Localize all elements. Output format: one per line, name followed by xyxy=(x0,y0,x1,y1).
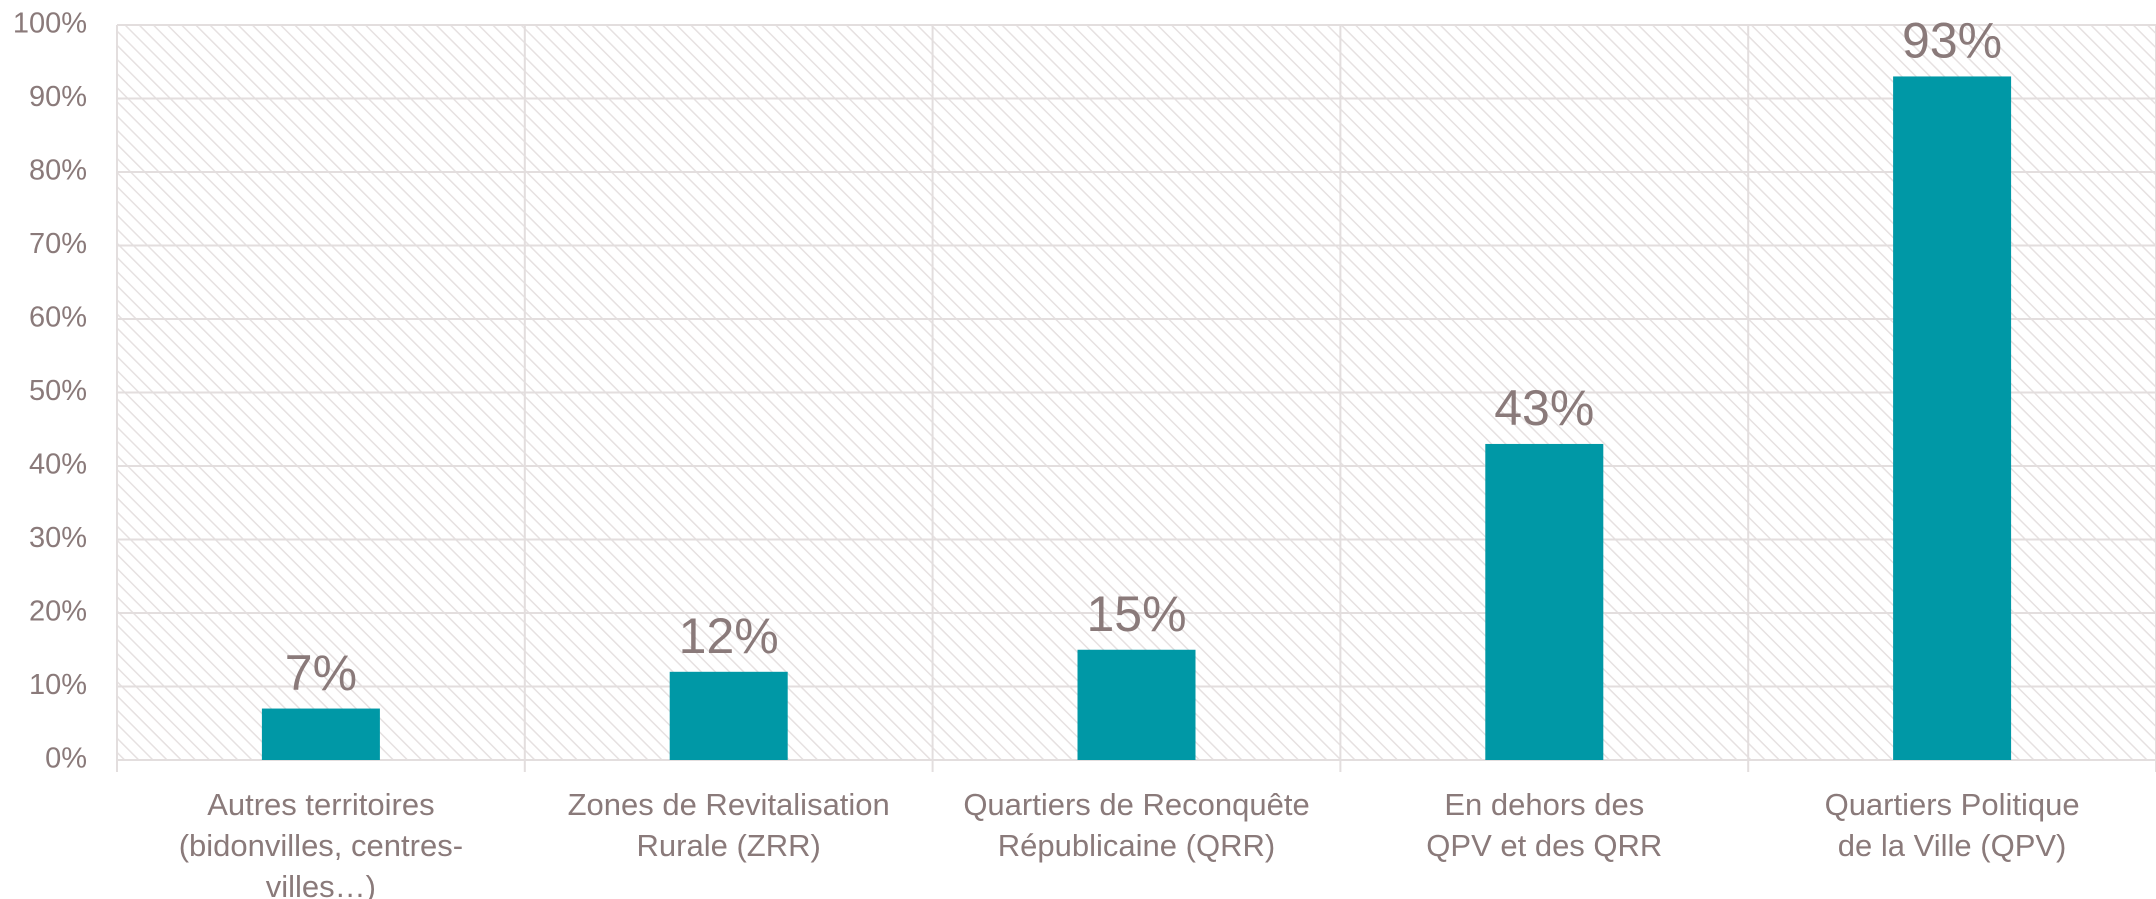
bar xyxy=(1485,443,1604,760)
bar xyxy=(669,671,788,760)
bar xyxy=(1893,76,2012,760)
y-tick-label: 100% xyxy=(13,8,87,40)
x-tick-label: Autres territoires (bidonvilles, centres… xyxy=(178,787,464,899)
x-tick-label: Zones de Revitalisation Rurale (ZRR) xyxy=(567,787,890,863)
y-tick-label: 20% xyxy=(29,596,87,628)
value-label: 7% xyxy=(285,645,357,701)
y-tick-label: 30% xyxy=(29,522,87,554)
bar xyxy=(1077,649,1196,760)
x-tick-label: Quartiers Politique de la Ville (QPV) xyxy=(1824,787,2080,863)
value-label: 93% xyxy=(1902,13,2002,69)
value-label: 15% xyxy=(1086,586,1186,642)
y-tick-label: 80% xyxy=(29,155,87,187)
y-tick-label: 90% xyxy=(29,81,87,113)
y-tick-label: 40% xyxy=(29,449,87,481)
y-tick-label: 50% xyxy=(29,375,87,407)
value-label: 12% xyxy=(679,608,779,664)
x-tick-label: En dehors des QPV et des QRR xyxy=(1426,787,1663,863)
y-tick-label: 60% xyxy=(29,302,87,334)
value-label: 43% xyxy=(1494,380,1594,436)
x-tick-label: Quartiers de Reconquête Républicaine (QR… xyxy=(963,787,1310,863)
y-tick-label: 10% xyxy=(29,669,87,701)
y-tick-label: 0% xyxy=(45,743,87,775)
bar xyxy=(261,708,380,760)
y-tick-label: 70% xyxy=(29,228,87,260)
